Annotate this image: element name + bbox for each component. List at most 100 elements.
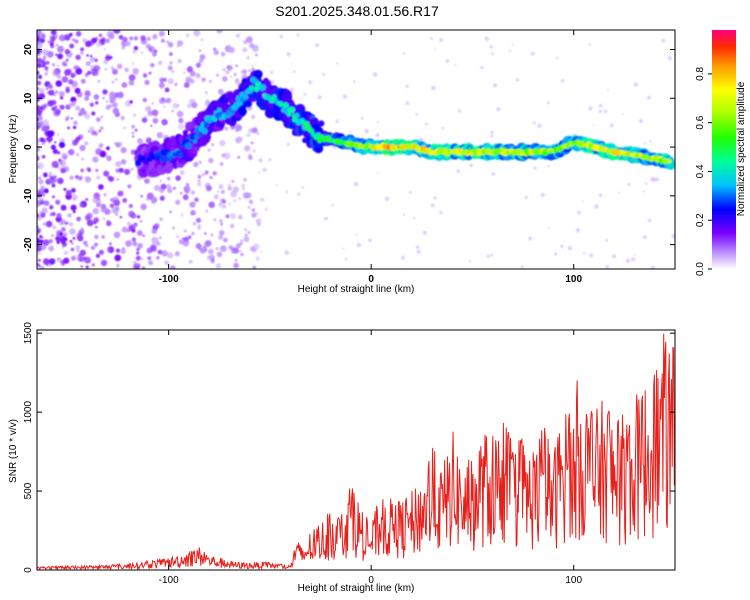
noise-speck	[377, 121, 379, 124]
noise-speck	[190, 190, 196, 195]
noise-speck	[230, 213, 236, 219]
noise-speck	[57, 151, 61, 155]
noise-speck	[154, 184, 160, 191]
noise-speck	[151, 102, 154, 105]
noise-speck	[136, 215, 141, 219]
noise-speck	[430, 203, 435, 208]
noise-speck	[125, 41, 131, 47]
noise-speck	[290, 87, 295, 92]
noise-speck	[511, 43, 514, 46]
colorbar-tick-label: 0.8	[695, 67, 706, 81]
noise-speck	[37, 263, 40, 267]
noise-speck	[203, 245, 206, 249]
noise-speck	[132, 68, 139, 75]
noise-speck	[195, 243, 202, 250]
noise-speck	[103, 170, 110, 177]
noise-speck	[146, 137, 152, 144]
noise-speck	[192, 222, 196, 226]
noise-speck	[51, 160, 59, 168]
noise-speck	[650, 265, 655, 269]
noise-speck	[439, 38, 444, 42]
noise-speck	[40, 212, 46, 218]
noise-speck	[575, 228, 580, 233]
colorbar-tick-label: 0.4	[695, 164, 706, 178]
noise-speck	[122, 198, 128, 203]
noise-speck	[185, 182, 190, 187]
noise-speck	[40, 33, 46, 39]
noise-speck	[469, 163, 473, 168]
noise-speck	[137, 242, 143, 249]
noise-speck	[47, 130, 54, 137]
noise-speck	[42, 58, 46, 62]
noise-speck	[131, 131, 135, 135]
noise-speck	[50, 35, 56, 42]
noise-speck	[140, 203, 147, 210]
noise-speck	[37, 200, 41, 207]
noise-speck	[228, 46, 235, 54]
noise-speck	[368, 238, 372, 243]
noise-speck	[94, 242, 98, 247]
noise-speck	[160, 183, 167, 190]
ridge-core	[217, 107, 222, 113]
noise-speck	[661, 38, 666, 43]
noise-speck	[37, 162, 44, 170]
noise-speck	[633, 254, 636, 256]
noise-speck	[197, 225, 201, 230]
noise-speck	[103, 217, 106, 220]
noise-speck	[405, 101, 410, 105]
noise-speck	[528, 236, 533, 241]
noise-speck	[255, 218, 262, 224]
noise-speck	[154, 223, 160, 229]
noise-speck	[164, 87, 170, 93]
noise-speck	[127, 184, 132, 189]
spectrogram-frame	[36, 29, 676, 270]
noise-speck	[136, 247, 140, 252]
noise-speck	[242, 187, 245, 191]
noise-speck	[317, 95, 322, 100]
noise-speck	[255, 53, 258, 57]
noise-speck	[131, 213, 136, 218]
noise-speck	[486, 254, 490, 258]
noise-speck	[607, 89, 609, 92]
noise-speck	[39, 235, 43, 239]
noise-speck	[37, 74, 43, 80]
noise-speck	[115, 213, 118, 216]
noise-speck	[115, 78, 118, 81]
noise-speck	[37, 138, 40, 144]
noise-speck	[331, 203, 334, 207]
noise-speck	[133, 113, 137, 117]
noise-speck	[240, 252, 244, 257]
noise-speck	[171, 70, 174, 73]
noise-speck	[80, 47, 85, 52]
noise-speck	[72, 197, 76, 201]
noise-speck	[175, 199, 181, 205]
noise-speck	[581, 200, 584, 203]
noise-speck	[254, 212, 259, 216]
noise-speck	[169, 61, 173, 65]
noise-speck	[49, 212, 54, 217]
noise-speck	[91, 263, 95, 267]
noise-speck	[244, 233, 248, 237]
noise-speck	[37, 57, 43, 63]
noise-speck	[72, 139, 78, 146]
noise-speck	[71, 38, 76, 42]
noise-speck	[233, 73, 237, 76]
noise-speck	[204, 232, 207, 235]
noise-speck	[84, 243, 89, 248]
ridge-core	[282, 102, 289, 109]
noise-speck	[42, 222, 46, 226]
noise-speck	[91, 37, 98, 44]
noise-speck	[84, 141, 89, 146]
noise-speck	[183, 185, 191, 193]
noise-speck	[50, 144, 57, 150]
noise-speck	[48, 245, 55, 252]
noise-speck	[178, 123, 185, 130]
noise-speck	[141, 117, 148, 123]
noise-speck	[69, 175, 74, 180]
noise-speck	[38, 258, 41, 262]
noise-speck	[183, 229, 187, 233]
noise-speck	[157, 249, 163, 255]
noise-speck	[150, 244, 157, 251]
noise-speck	[215, 247, 219, 250]
